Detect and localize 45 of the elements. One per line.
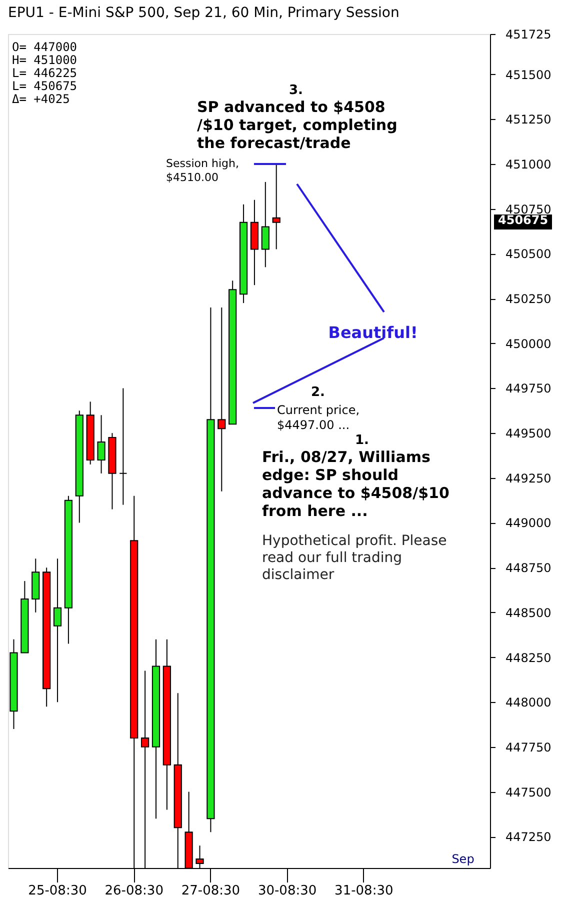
y-tick-label: 449000 bbox=[506, 516, 552, 530]
annotation: Fri., 08/27, Williams edge: SP should advance to $4508/$10 from here ... bbox=[262, 448, 450, 520]
candlestick bbox=[272, 164, 280, 250]
annotation: 1. bbox=[355, 433, 369, 448]
annotation: Beautiful! bbox=[328, 323, 418, 342]
annotation: 3. bbox=[289, 83, 303, 98]
annotation: Δ= +4025 bbox=[12, 92, 70, 106]
x-tick-label: 30-08:30 bbox=[258, 884, 317, 898]
y-tick-label: 447750 bbox=[506, 740, 552, 754]
annotation: O= 447000 bbox=[12, 40, 78, 54]
annotation: H= 451000 bbox=[12, 53, 78, 67]
annotation: Sep bbox=[452, 852, 474, 866]
annotation: L= 446225 bbox=[12, 66, 78, 80]
x-tick-label: 27-08:30 bbox=[181, 884, 240, 898]
y-tick-label: 451725 bbox=[506, 28, 552, 42]
y-tick-label: 447500 bbox=[506, 785, 552, 800]
y-tick-label: 448750 bbox=[506, 561, 552, 576]
candlestick bbox=[53, 558, 62, 703]
y-tick-label: 451250 bbox=[506, 112, 552, 127]
y-tick-label: 448500 bbox=[506, 606, 552, 620]
chart-title: EPU1 - E-Mini S&P 500, Sep 21, 60 Min, Primary Session bbox=[8, 5, 400, 21]
y-tick-label: 450500 bbox=[506, 247, 552, 262]
y-tick-label: 449250 bbox=[506, 471, 552, 486]
annotation: Current price, $4497.00 ... bbox=[277, 403, 360, 432]
candlestick bbox=[218, 307, 226, 492]
x-tick-label: 26-08:30 bbox=[104, 884, 164, 898]
y-tick-label: 447250 bbox=[506, 830, 552, 844]
annotation: SP advanced to $4508 /$10 target, completing the forecast/trade bbox=[197, 98, 398, 152]
candlestick bbox=[119, 388, 128, 506]
x-tick-label: 31-08:30 bbox=[334, 884, 394, 898]
x-tick-label: 25-08:30 bbox=[28, 884, 87, 898]
y-tick-label: 449750 bbox=[506, 382, 552, 396]
y-tick-label: 449500 bbox=[506, 426, 552, 441]
y-tick-label: 448000 bbox=[506, 696, 552, 710]
y-tick-label: 448250 bbox=[506, 650, 552, 665]
y-tick-label: 450000 bbox=[506, 336, 552, 351]
annotation: 2. bbox=[311, 385, 325, 400]
y-tick-label: 451500 bbox=[506, 68, 552, 82]
annotation: Hypothetical profit. Please read our full trading disclaimer bbox=[262, 533, 447, 583]
candlestick bbox=[97, 414, 106, 474]
y-tick-label: 451000 bbox=[506, 158, 552, 172]
y-tick-label: 450250 bbox=[506, 292, 552, 306]
annotation: L= 450675 bbox=[12, 79, 78, 93]
candlestick bbox=[261, 181, 270, 268]
annotation: Session high, $4510.00 bbox=[166, 157, 239, 184]
